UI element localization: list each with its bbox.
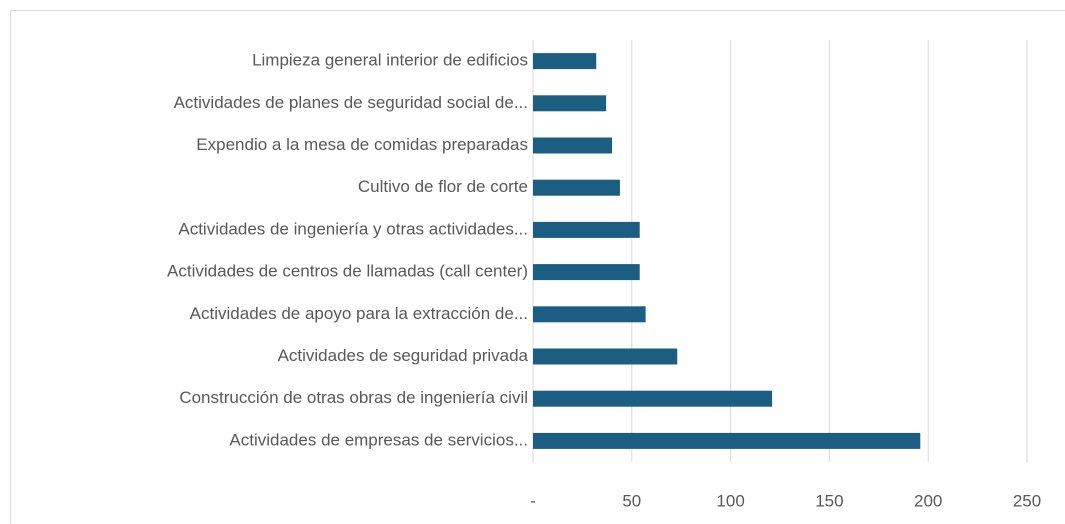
bar: [533, 264, 640, 281]
x-tick-label: -: [530, 491, 536, 510]
bar: [533, 390, 773, 407]
bar: [533, 53, 597, 70]
y-tick-label: Actividades de empresas de servicios...: [229, 430, 528, 449]
x-tick-label: 150: [815, 491, 843, 510]
bar: [533, 348, 678, 365]
y-tick-label: Actividades de apoyo para la extracción …: [190, 304, 528, 323]
y-tick-label: Cultivo de flor de corte: [358, 177, 528, 196]
x-tick-label: 100: [716, 491, 744, 510]
bar: [533, 306, 646, 323]
y-tick-label: Construcción de otras obras de ingenierí…: [179, 388, 528, 407]
y-tick-label: Expendio a la mesa de comidas preparadas: [196, 135, 528, 154]
y-tick-label: Actividades de ingeniería y otras activi…: [178, 219, 528, 238]
y-tick-label: Actividades de seguridad privada: [278, 346, 529, 365]
bar: [533, 137, 613, 154]
x-tick-label: 200: [914, 491, 942, 510]
y-tick-label: Actividades de centros de llamadas (call…: [167, 262, 528, 281]
bar: [533, 221, 640, 238]
bar: [533, 432, 921, 449]
x-tick-label: 50: [622, 491, 641, 510]
x-tick-label: 250: [1013, 491, 1041, 510]
y-tick-label: Limpieza general interior de edificios: [252, 51, 528, 70]
bar: [533, 179, 620, 196]
bar: [533, 95, 607, 112]
y-tick-label: Actividades de planes de seguridad socia…: [174, 93, 528, 112]
chart-frame: [10, 10, 1065, 524]
